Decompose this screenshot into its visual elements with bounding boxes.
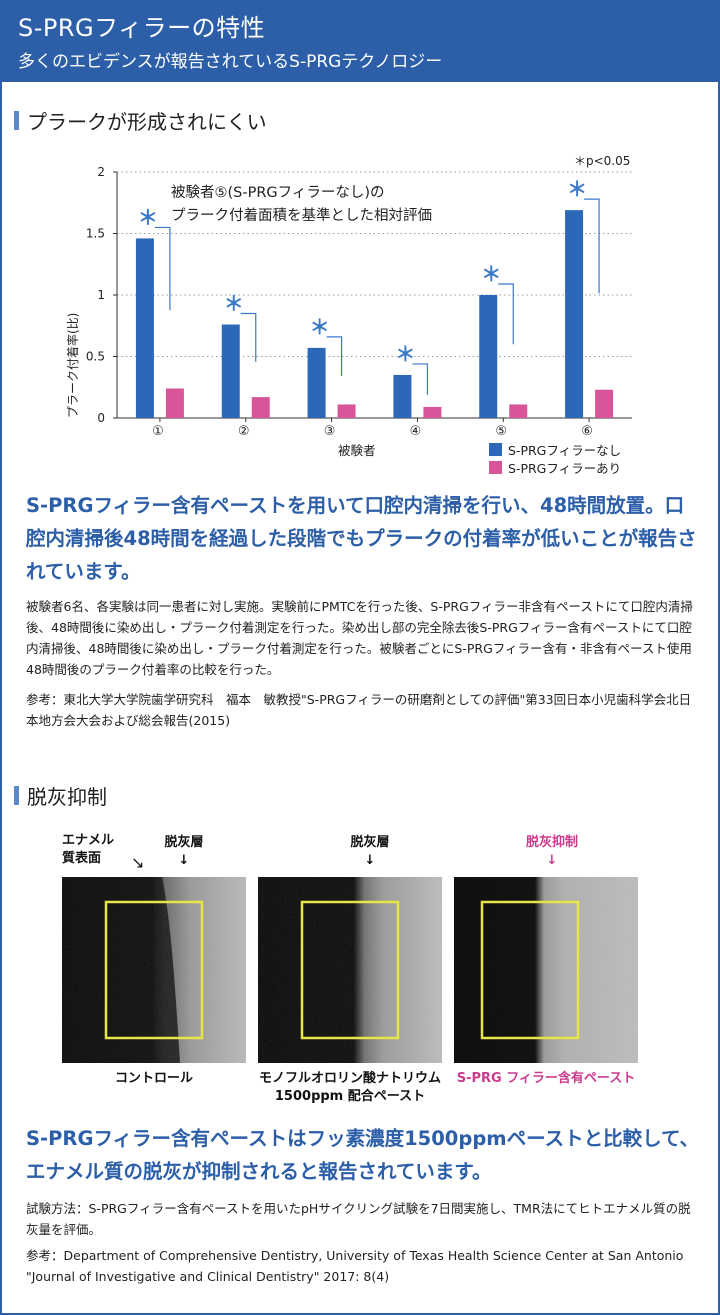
x-tick-label: ② xyxy=(238,424,250,439)
bar-6-with-sprg xyxy=(595,389,614,418)
page-header: S-PRGフィラーの特性 多くのエビデンスが報告されているS-PRGテクノロジー xyxy=(0,0,720,82)
section-title-demineralization: 脱灰抑制 xyxy=(14,781,107,810)
demin-layer-label-1: 脱灰層 ↓ xyxy=(164,835,204,868)
demin-suppression-label: 脱灰抑制 ↓ xyxy=(525,835,578,868)
y-tick-label: 0.5 xyxy=(86,350,105,364)
page-subtitle: 多くのエビデンスが報告されているS-PRGテクノロジー xyxy=(18,52,443,72)
chart-axes: 0 0.5 1 1.5 2 ① ② ③ ④ ⑤ ⑥ xyxy=(86,165,632,439)
significance-bracket xyxy=(240,312,257,362)
significance-star: ＊ xyxy=(481,262,501,286)
bar-4-without-sprg xyxy=(393,374,412,418)
chart-bars xyxy=(135,210,614,418)
plaque-lead-text: S-PRGフィラー含有ペーストを用いて口腔内清掃を行い、48時間放置。口腔内清掃… xyxy=(26,494,697,583)
y-tick-label: 0 xyxy=(97,411,105,425)
legend-swatch-blue xyxy=(489,443,502,456)
chart-legend: S-PRGフィラーなし S-PRGフィラーあり xyxy=(489,443,621,476)
enamel-surface-arrow: ↘ xyxy=(131,853,145,872)
section-marker xyxy=(14,786,19,805)
chart-annotation-line2: プラーク付着面積を基準とした相対評価 xyxy=(171,207,432,224)
bar-5-with-sprg xyxy=(509,404,528,418)
caption-sprg: S-PRG フィラー含有ペースト xyxy=(456,1071,636,1086)
significance-star: ＊ xyxy=(310,315,330,339)
significance-bracket xyxy=(326,336,343,376)
significance-star: ＊ xyxy=(567,177,587,201)
demin-method-text: 試験方法：S-PRGフィラー含有ペーストを用いたpHサイクリング試験を7日間実施… xyxy=(26,1201,691,1237)
micrograph-fluoride xyxy=(258,877,442,1063)
significance-star: ＊ xyxy=(395,342,415,366)
section-title-text: 脱灰抑制 xyxy=(27,785,107,809)
section-marker xyxy=(14,111,19,130)
bar-3-with-sprg xyxy=(337,404,356,418)
x-tick-label: ① xyxy=(152,424,164,439)
significance-bracket xyxy=(412,363,429,395)
enamel-surface-label: エナメル 質表面 xyxy=(62,833,115,866)
micrograph-control xyxy=(62,877,246,1063)
y-axis-label: プラーク付着率(比) xyxy=(65,313,80,418)
plaque-reference-text: 参考：東北大学大学院歯学研究科 福本 敏教授"S-PRGフィラーの研磨剤としての… xyxy=(26,692,692,728)
significance-bracket xyxy=(498,283,514,345)
bar-6-without-sprg xyxy=(565,210,584,418)
legend-label-blue: S-PRGフィラーなし xyxy=(508,443,621,458)
bar-2-without-sprg xyxy=(221,324,240,418)
x-tick-label: ③ xyxy=(324,424,336,439)
chart-grid xyxy=(117,171,632,357)
significance-note: ＊p<0.05 xyxy=(574,154,630,168)
x-tick-label: ④ xyxy=(410,424,422,439)
plaque-method-text: 被験者6名、各実験は同一患者に対し実施。実験前にPMTCを行った後、S-PRGフ… xyxy=(26,599,693,677)
significance-bracket xyxy=(584,198,600,294)
caption-control: コントロール xyxy=(114,1071,193,1086)
significance-star: ＊ xyxy=(224,292,244,316)
y-tick-label: 2 xyxy=(97,165,105,179)
bar-1-without-sprg xyxy=(135,238,154,418)
legend-swatch-pink xyxy=(489,461,502,474)
section-title-text: プラークが形成されにくい xyxy=(27,110,267,134)
plaque-bar-chart: 0 0.5 1 1.5 2 ① ② ③ ④ ⑤ ⑥ ＊ ＊ ＊ ＊ ＊ ＊ プラーク付着率(比) 被験者 被験… xyxy=(65,154,632,476)
significance-brackets: ＊ ＊ ＊ ＊ ＊ ＊ xyxy=(138,177,600,395)
x-tick-label: ⑤ xyxy=(495,424,507,439)
region-highlight-box xyxy=(300,900,400,1040)
micrograph-sprg xyxy=(454,877,638,1063)
caption-fluoride: モノフルオロリン酸ナトリウム 1500ppm 配合ペースト xyxy=(258,1071,441,1104)
x-tick-label: ⑥ xyxy=(581,424,593,439)
x-axis-label: 被験者 xyxy=(338,443,376,458)
bar-1-with-sprg xyxy=(165,388,184,418)
demin-reference-text: 参考：Department of Comprehensive Dentistry… xyxy=(26,1248,684,1284)
chart-annotation-line1: 被験者⑤(S-PRGフィラーなし)の xyxy=(171,184,385,201)
page-title: S-PRGフィラーの特性 xyxy=(18,14,266,42)
bar-5-without-sprg xyxy=(479,295,498,418)
significance-bracket xyxy=(154,226,171,311)
significance-star: ＊ xyxy=(138,205,158,229)
y-tick-label: 1.5 xyxy=(86,227,105,241)
demin-lead-text: S-PRGフィラー含有ペーストはフッ素濃度1500ppmペーストと比較して、エナ… xyxy=(26,1127,700,1183)
region-highlight-box xyxy=(104,900,204,1040)
bar-2-with-sprg xyxy=(251,397,270,418)
region-highlight-box xyxy=(480,900,580,1040)
bar-3-without-sprg xyxy=(307,347,326,418)
y-tick-label: 1 xyxy=(97,288,105,302)
legend-label-pink: S-PRGフィラーあり xyxy=(508,461,621,476)
section-title-plaque: プラークが形成されにくい xyxy=(14,106,267,135)
bar-4-with-sprg xyxy=(423,406,442,418)
demin-layer-label-2: 脱灰層 ↓ xyxy=(350,835,390,868)
